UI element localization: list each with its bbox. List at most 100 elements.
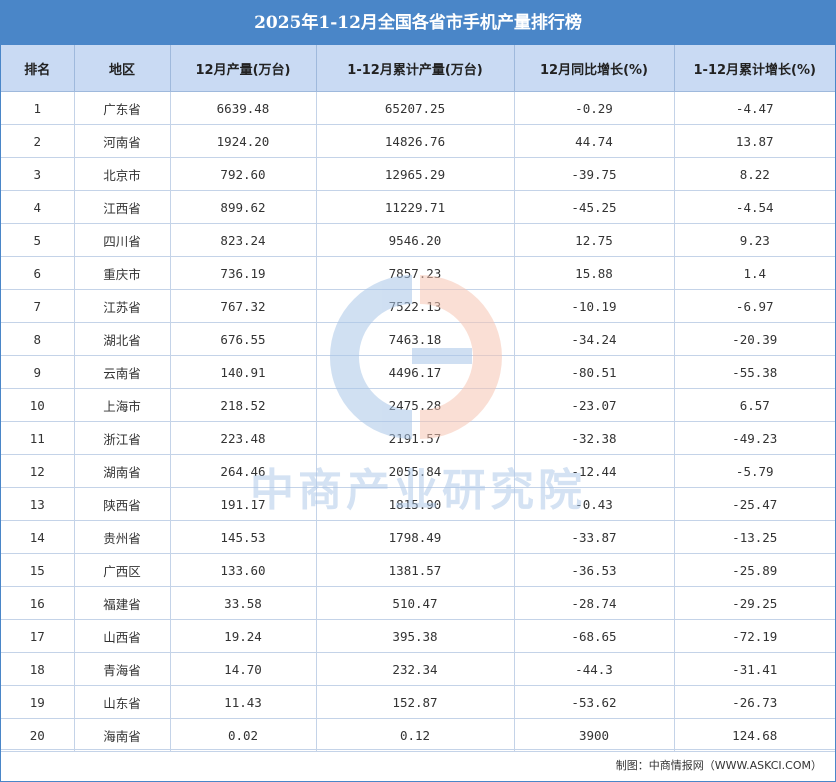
cell-cumulative-growth: -4.54 — [674, 190, 835, 224]
cell-rank: 19 — [1, 685, 75, 719]
cell-dec-output: 218.52 — [170, 388, 317, 422]
cell-rank: 20 — [1, 718, 75, 752]
cell-cumulative-output: 0.12 — [316, 718, 515, 752]
cell-cumulative-growth: -29.25 — [674, 586, 835, 620]
cell-rank: 4 — [1, 190, 75, 224]
cell-dec-output: 33.58 — [170, 586, 317, 620]
cell-rank: 3 — [1, 157, 75, 191]
cell-region: 江西省 — [74, 190, 171, 224]
cell-cumulative-output: 2191.57 — [316, 421, 515, 455]
cell-cumulative-growth: 8.22 — [674, 157, 835, 191]
table-row: 20 海南省 0.02 0.12 3900 124.68 — [1, 718, 835, 752]
cell-dec-yoy: -39.75 — [514, 157, 675, 191]
cell-cumulative-output: 152.87 — [316, 685, 515, 719]
table-row: 15 广西区 133.60 1381.57 -36.53 -25.89 — [1, 553, 835, 587]
cell-cumulative-output: 7463.18 — [316, 322, 515, 356]
cell-cumulative-output: 2055.84 — [316, 454, 515, 488]
table-row: 13 陕西省 191.17 1815.90 -0.43 -25.47 — [1, 487, 835, 521]
cell-dec-yoy: -34.24 — [514, 322, 675, 356]
table-row: 9 云南省 140.91 4496.17 -80.51 -55.38 — [1, 355, 835, 389]
cell-dec-yoy: -10.19 — [514, 289, 675, 323]
cell-cumulative-output: 232.34 — [316, 652, 515, 686]
cell-region: 山东省 — [74, 685, 171, 719]
cell-dec-output: 1924.20 — [170, 124, 317, 158]
cell-dec-yoy: -68.65 — [514, 619, 675, 653]
cell-rank: 6 — [1, 256, 75, 290]
cell-dec-yoy: -12.44 — [514, 454, 675, 488]
col-header-cumulative-output: 1-12月累计产量(万台) — [316, 45, 515, 92]
cell-cumulative-output: 11229.71 — [316, 190, 515, 224]
cell-dec-output: 11.43 — [170, 685, 317, 719]
cell-dec-output: 899.62 — [170, 190, 317, 224]
footer-credit: 制图：中商情报网（WWW.ASKCI.COM） — [615, 759, 822, 772]
cell-cumulative-growth: 6.57 — [674, 388, 835, 422]
cell-dec-output: 736.19 — [170, 256, 317, 290]
table-row: 2 河南省 1924.20 14826.76 44.74 13.87 — [1, 124, 835, 158]
cell-rank: 8 — [1, 322, 75, 356]
cell-dec-output: 823.24 — [170, 223, 317, 257]
cell-region: 海南省 — [74, 718, 171, 752]
cell-region: 广西区 — [74, 553, 171, 587]
cell-cumulative-output: 2475.28 — [316, 388, 515, 422]
cell-rank: 2 — [1, 124, 75, 158]
table-row: 10 上海市 218.52 2475.28 -23.07 6.57 — [1, 388, 835, 422]
table-row: 3 北京市 792.60 12965.29 -39.75 8.22 — [1, 157, 835, 191]
cell-cumulative-output: 510.47 — [316, 586, 515, 620]
col-header-dec-output: 12月产量(万台) — [170, 45, 317, 92]
table-row: 8 湖北省 676.55 7463.18 -34.24 -20.39 — [1, 322, 835, 356]
cell-dec-output: 14.70 — [170, 652, 317, 686]
cell-dec-yoy: -23.07 — [514, 388, 675, 422]
table-row: 11 浙江省 223.48 2191.57 -32.38 -49.23 — [1, 421, 835, 455]
cell-dec-yoy: -53.62 — [514, 685, 675, 719]
cell-dec-output: 676.55 — [170, 322, 317, 356]
footer-divider — [1, 749, 835, 750]
cell-dec-output: 6639.48 — [170, 91, 317, 125]
table-row: 14 贵州省 145.53 1798.49 -33.87 -13.25 — [1, 520, 835, 554]
cell-cumulative-output: 1815.90 — [316, 487, 515, 521]
cell-dec-output: 133.60 — [170, 553, 317, 587]
cell-dec-output: 264.46 — [170, 454, 317, 488]
cell-dec-yoy: 3900 — [514, 718, 675, 752]
cell-cumulative-growth: 1.4 — [674, 256, 835, 290]
cell-rank: 16 — [1, 586, 75, 620]
cell-cumulative-growth: -13.25 — [674, 520, 835, 554]
cell-dec-output: 19.24 — [170, 619, 317, 653]
cell-dec-yoy: -45.25 — [514, 190, 675, 224]
cell-cumulative-growth: -49.23 — [674, 421, 835, 455]
table-row: 5 四川省 823.24 9546.20 12.75 9.23 — [1, 223, 835, 257]
cell-cumulative-growth: -26.73 — [674, 685, 835, 719]
col-header-rank: 排名 — [1, 45, 75, 92]
cell-cumulative-growth: -31.41 — [674, 652, 835, 686]
cell-cumulative-output: 1381.57 — [316, 553, 515, 587]
cell-rank: 18 — [1, 652, 75, 686]
cell-cumulative-growth: -25.89 — [674, 553, 835, 587]
cell-rank: 9 — [1, 355, 75, 389]
cell-region: 上海市 — [74, 388, 171, 422]
cell-rank: 12 — [1, 454, 75, 488]
cell-cumulative-output: 7857.23 — [316, 256, 515, 290]
table-row: 1 广东省 6639.48 65207.25 -0.29 -4.47 — [1, 91, 835, 125]
cell-cumulative-growth: 9.23 — [674, 223, 835, 257]
cell-region: 贵州省 — [74, 520, 171, 554]
table-row: 7 江苏省 767.32 7522.13 -10.19 -6.97 — [1, 289, 835, 323]
cell-rank: 17 — [1, 619, 75, 653]
cell-rank: 14 — [1, 520, 75, 554]
table-row: 12 湖南省 264.46 2055.84 -12.44 -5.79 — [1, 454, 835, 488]
cell-cumulative-output: 9546.20 — [316, 223, 515, 257]
cell-rank: 11 — [1, 421, 75, 455]
cell-dec-output: 0.02 — [170, 718, 317, 752]
cell-region: 湖北省 — [74, 322, 171, 356]
cell-cumulative-growth: 124.68 — [674, 718, 835, 752]
cell-dec-yoy: -0.29 — [514, 91, 675, 125]
cell-cumulative-growth: -25.47 — [674, 487, 835, 521]
table-body: 1 广东省 6639.48 65207.25 -0.29 -4.47 2 河南省 1924.20… — [1, 91, 835, 752]
cell-cumulative-output: 7522.13 — [316, 289, 515, 323]
cell-dec-yoy: -36.53 — [514, 553, 675, 587]
cell-cumulative-growth: -20.39 — [674, 322, 835, 356]
cell-region: 青海省 — [74, 652, 171, 686]
cell-cumulative-output: 1798.49 — [316, 520, 515, 554]
cell-rank: 7 — [1, 289, 75, 323]
cell-rank: 10 — [1, 388, 75, 422]
cell-region: 陕西省 — [74, 487, 171, 521]
